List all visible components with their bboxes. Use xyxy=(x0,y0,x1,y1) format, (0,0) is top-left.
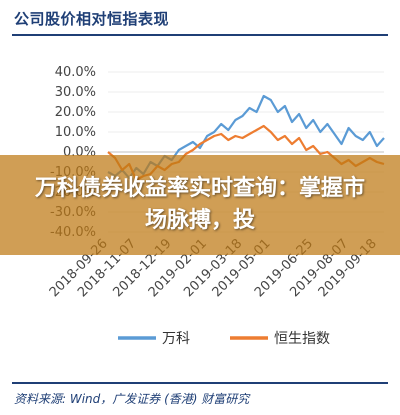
legend-label: 恒生指数 xyxy=(274,331,330,347)
overlay-banner: 万科债券收益率实时查询：掌握市场脉搏，投 xyxy=(0,155,400,255)
source-note: 资料来源: Wind，广发证券 (香港) 财富研究 xyxy=(14,392,250,406)
footer-divider xyxy=(12,382,388,384)
legend: 万科 恒生指数 xyxy=(118,331,330,347)
y-tick-label: 10.0% xyxy=(55,125,96,140)
banner-headline: 万科债券收益率实时查询：掌握市场脉搏，投 xyxy=(35,176,366,233)
title-divider xyxy=(12,34,388,36)
y-tick-label: 20.0% xyxy=(55,105,96,120)
chart-title: 公司股价相对恒指表现 xyxy=(14,10,170,28)
y-tick-label: 30.0% xyxy=(55,85,96,100)
y-tick-label: 40.0% xyxy=(55,65,96,80)
legend-label: 万科 xyxy=(162,331,190,347)
